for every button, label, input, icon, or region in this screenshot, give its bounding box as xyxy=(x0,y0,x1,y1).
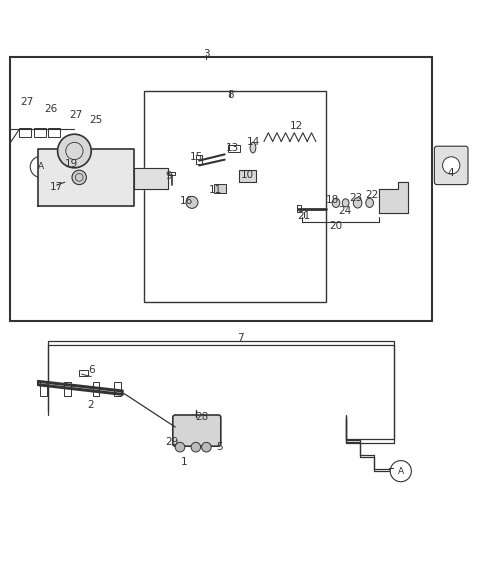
Circle shape xyxy=(191,443,201,452)
Text: 26: 26 xyxy=(45,104,58,114)
Bar xyxy=(19,128,31,136)
Bar xyxy=(34,128,46,136)
Bar xyxy=(64,383,71,396)
Polygon shape xyxy=(38,149,134,206)
Text: 23: 23 xyxy=(349,192,363,203)
Text: 27: 27 xyxy=(69,110,83,120)
Text: A: A xyxy=(398,466,404,475)
Circle shape xyxy=(443,157,460,174)
Text: 21: 21 xyxy=(297,211,311,221)
Bar xyxy=(228,145,240,152)
Bar xyxy=(196,155,202,164)
Text: 3: 3 xyxy=(203,49,210,58)
Text: 7: 7 xyxy=(237,333,243,343)
Text: 14: 14 xyxy=(247,138,260,147)
Ellipse shape xyxy=(353,198,362,208)
Bar xyxy=(239,170,256,182)
Circle shape xyxy=(72,170,86,185)
Bar xyxy=(79,370,88,376)
Ellipse shape xyxy=(250,143,256,153)
Polygon shape xyxy=(379,182,408,213)
Circle shape xyxy=(58,134,91,168)
Bar xyxy=(144,91,326,302)
Bar xyxy=(297,205,301,212)
Text: 6: 6 xyxy=(88,366,95,375)
Text: 11: 11 xyxy=(208,185,222,195)
Text: 24: 24 xyxy=(338,207,351,216)
Text: 5: 5 xyxy=(216,442,223,452)
Bar xyxy=(114,383,121,396)
Text: 9: 9 xyxy=(166,171,172,182)
Bar xyxy=(10,57,432,321)
Text: 19: 19 xyxy=(64,159,78,169)
Text: 22: 22 xyxy=(365,190,378,200)
Ellipse shape xyxy=(332,198,340,208)
Circle shape xyxy=(202,443,211,452)
Text: 4: 4 xyxy=(448,168,455,178)
Text: 17: 17 xyxy=(50,182,63,192)
FancyBboxPatch shape xyxy=(434,146,468,185)
Text: 15: 15 xyxy=(190,152,204,162)
Text: 10: 10 xyxy=(240,170,254,179)
Text: 28: 28 xyxy=(195,413,208,422)
Bar xyxy=(93,383,99,396)
Bar xyxy=(169,171,175,175)
Text: A: A xyxy=(38,162,44,171)
FancyBboxPatch shape xyxy=(173,415,221,446)
Circle shape xyxy=(175,443,185,452)
Text: 2: 2 xyxy=(87,400,94,410)
Text: 1: 1 xyxy=(180,457,187,466)
Text: 27: 27 xyxy=(20,97,33,106)
Ellipse shape xyxy=(186,196,198,208)
Text: 12: 12 xyxy=(290,121,303,131)
Text: 8: 8 xyxy=(227,90,234,100)
Text: 29: 29 xyxy=(165,438,179,447)
Polygon shape xyxy=(134,168,168,190)
Bar xyxy=(40,383,47,396)
Ellipse shape xyxy=(342,199,349,207)
Text: 20: 20 xyxy=(329,221,343,231)
Text: 18: 18 xyxy=(326,195,339,205)
Text: 16: 16 xyxy=(180,196,193,207)
Text: 13: 13 xyxy=(226,143,240,153)
Text: 25: 25 xyxy=(89,115,103,125)
Ellipse shape xyxy=(366,198,373,208)
Bar xyxy=(214,184,226,193)
Bar xyxy=(48,128,60,136)
